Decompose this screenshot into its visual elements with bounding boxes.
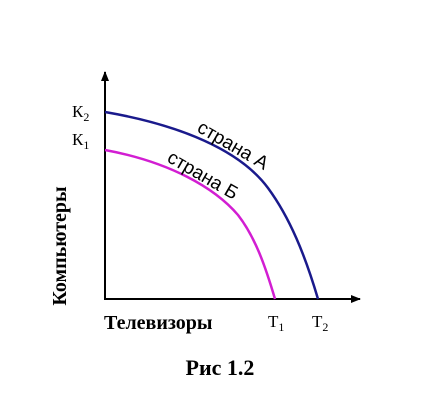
figure-caption: Рис 1.2	[186, 355, 255, 380]
y-axis-label: Компьютеры	[49, 186, 71, 306]
y-tick-k1: К1	[72, 130, 89, 152]
curve-country-a	[104, 110, 320, 300]
x-axis-label: Телевизоры	[104, 312, 213, 334]
x-tick-t1: Т1	[268, 312, 284, 334]
x-tick-t2: Т2	[312, 312, 328, 334]
y-tick-k2: К2	[72, 102, 89, 124]
curve-country-b	[104, 148, 277, 300]
